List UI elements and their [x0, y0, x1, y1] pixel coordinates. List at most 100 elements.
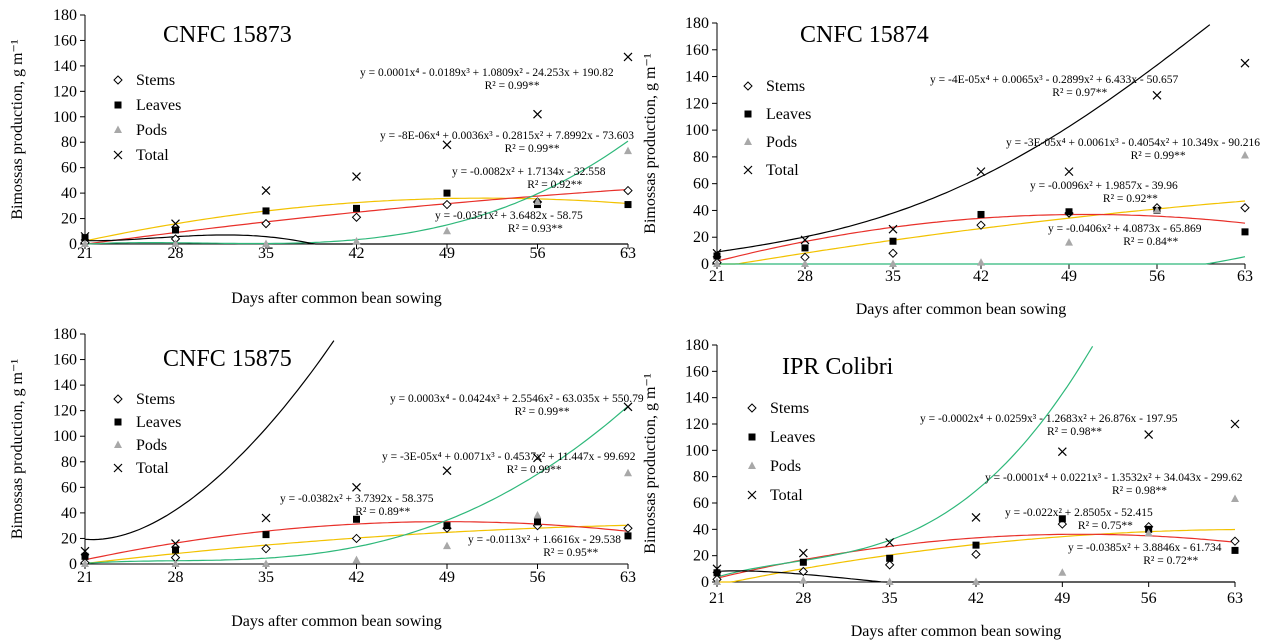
y-tick-label: 40	[61, 185, 77, 202]
y-tick-label: 120	[685, 416, 709, 433]
r-squared-label: R² = 0.89**	[355, 506, 410, 518]
legend-marker-total	[113, 463, 123, 473]
data-point-stems	[623, 185, 633, 196]
r-squared-label: R² = 0.99**	[1131, 150, 1186, 162]
data-point-leaves	[624, 201, 632, 209]
chart-panel-2: 0 20 40 60 80 100 120 140 160 180 21 28 35 42 49 56 63 Da…	[642, 15, 1260, 318]
data-point-leaves	[262, 531, 270, 539]
legend-marker-stems	[113, 75, 123, 85]
x-tick-label: 63	[1237, 268, 1253, 285]
legend-label-pods: Pods	[136, 122, 167, 139]
data-point-stems	[976, 220, 986, 230]
r-squared-label: R² = 0.92**	[527, 179, 582, 191]
r-squared-label: R² = 0.93**	[508, 223, 563, 235]
legend-label-leaves: Leaves	[136, 97, 181, 114]
regression-equation: y = -0.0082x² + 1.7134x - 32.558	[452, 166, 606, 178]
data-point-leaves	[1231, 546, 1239, 554]
data-point-pods	[713, 577, 721, 585]
x-tick-label: 42	[973, 268, 989, 285]
trend-line-total	[84, 340, 335, 541]
y-tick-label: 100	[53, 109, 77, 126]
y-tick-label: 80	[693, 469, 709, 486]
trend-line-pods	[716, 345, 1094, 578]
data-point-stems	[442, 199, 452, 210]
chart-panel-4: 0 20 40 60 80 100 120 140 160 180 21 28 35 42 49 56 63 Da…	[642, 337, 1243, 640]
data-point-total	[885, 538, 895, 547]
data-point-pods	[533, 197, 542, 206]
legend-label-stems: Stems	[766, 78, 805, 95]
legend-label-total: Total	[766, 162, 799, 179]
data-point-pods	[799, 576, 808, 584]
regression-equation: y = -0.0002x⁴ + 0.0259x³ - 1.2683x² + 26…	[920, 413, 1178, 425]
legend-marker-pods	[744, 137, 752, 145]
regression-equation: y = -8E-06x⁴ + 0.0036x³ - 0.2815x² + 7.8…	[380, 130, 634, 142]
x-tick-label: 35	[258, 569, 274, 586]
y-tick-label: 20	[61, 211, 77, 228]
data-point-leaves	[801, 244, 809, 252]
data-point-leaves	[713, 252, 721, 260]
data-point-pods	[1058, 568, 1067, 576]
legend-label-stems: Stems	[136, 391, 175, 408]
x-axis-title: Days after common bean sowing	[231, 613, 442, 630]
regression-equation: y = -0.022x² + 2.8505x - 52.415	[1005, 507, 1153, 519]
y-axis-title: Bimossas production, g m⁻¹	[642, 53, 659, 234]
regression-equation: y = -0.0351x² + 3.6482x - 58.75	[435, 210, 583, 222]
data-point-stems	[351, 533, 362, 544]
legend-label-leaves: Leaves	[766, 106, 811, 123]
data-point-total	[800, 235, 810, 245]
data-point-pods	[171, 559, 180, 567]
data-point-total	[533, 453, 542, 463]
data-point-pods	[352, 555, 361, 564]
r-squared-label: R² = 0.84**	[1123, 236, 1178, 248]
y-tick-label: 0	[701, 256, 709, 273]
x-tick-label: 35	[258, 245, 274, 262]
data-point-total	[80, 546, 90, 556]
chart-panel-3: 0 20 40 60 80 100 120 140 160 180 21 28 35 42 49 56 63 Da…	[9, 326, 644, 630]
y-tick-label: 160	[53, 352, 77, 369]
data-point-pods	[889, 259, 897, 267]
y-tick-label: 20	[693, 548, 709, 565]
x-tick-label: 49	[1061, 268, 1077, 285]
x-tick-label: 21	[77, 245, 93, 262]
x-tick-label: 49	[439, 245, 455, 262]
data-point-total	[971, 513, 981, 522]
data-point-leaves	[172, 226, 179, 234]
x-tick-label: 42	[349, 569, 365, 586]
x-tick-label: 28	[795, 590, 811, 607]
data-point-leaves	[1065, 208, 1073, 216]
y-tick-label: 60	[61, 160, 77, 177]
data-point-pods	[443, 541, 451, 550]
legend-label-leaves: Leaves	[770, 429, 815, 446]
y-tick-label: 120	[685, 95, 709, 112]
data-point-total	[712, 564, 722, 574]
data-point-leaves	[534, 518, 541, 526]
panel-title: CNFC 15873	[163, 22, 292, 48]
data-point-stems	[351, 212, 362, 222]
data-point-total	[623, 402, 633, 412]
data-point-leaves	[353, 515, 360, 523]
y-tick-label: 80	[693, 149, 709, 166]
data-point-total	[171, 219, 180, 229]
y-tick-label: 140	[685, 69, 709, 86]
legend-marker-total	[113, 150, 123, 160]
data-point-stems	[261, 543, 271, 554]
data-point-pods	[171, 239, 180, 247]
data-point-total	[533, 109, 542, 119]
y-tick-label: 140	[53, 58, 77, 75]
y-tick-label: 20	[693, 229, 709, 246]
r-squared-label: R² = 0.98**	[1112, 485, 1167, 497]
legend-marker-stems	[747, 403, 757, 413]
data-point-total	[1144, 430, 1154, 439]
x-axis-title: Days after common bean sowing	[851, 623, 1062, 640]
data-point-pods	[624, 468, 632, 477]
x-tick-label: 35	[885, 268, 901, 285]
data-point-total	[798, 548, 808, 558]
y-tick-label: 40	[693, 521, 709, 538]
y-tick-label: 160	[685, 363, 709, 380]
x-tick-label: 28	[168, 245, 184, 262]
x-tick-label: 63	[620, 245, 636, 262]
data-point-stems	[1240, 203, 1250, 213]
y-tick-label: 60	[693, 176, 709, 193]
legend-marker-leaves	[114, 418, 122, 426]
legend-marker-leaves	[748, 433, 756, 441]
